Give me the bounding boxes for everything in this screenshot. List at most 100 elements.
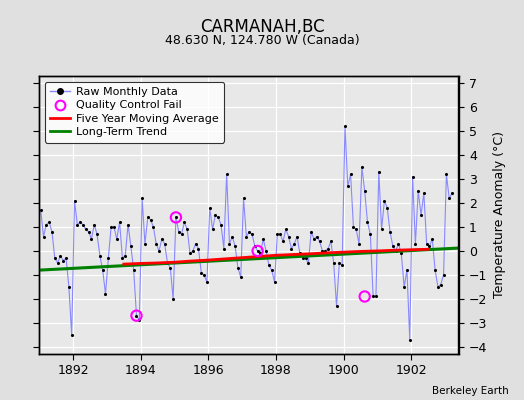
Point [425, 243, 434, 249]
Point [189, 248, 197, 254]
Text: Berkeley Earth: Berkeley Earth [432, 386, 508, 396]
Point [248, 231, 256, 237]
Point [39, 233, 48, 240]
Point [177, 231, 185, 237]
Point [59, 257, 68, 264]
Point [321, 248, 330, 254]
Point [358, 164, 366, 170]
Point [256, 250, 265, 256]
Point [293, 233, 301, 240]
Point [276, 231, 285, 237]
Point [397, 250, 406, 256]
Point [422, 240, 431, 247]
Point [228, 233, 236, 240]
Point [155, 248, 163, 254]
Point [146, 216, 155, 223]
Point [234, 264, 242, 271]
Point [380, 198, 389, 204]
Point [411, 240, 420, 247]
Point [152, 240, 160, 247]
Point [191, 240, 200, 247]
Point [318, 248, 326, 254]
Point [445, 195, 453, 202]
Point [169, 296, 177, 302]
Point [394, 240, 402, 247]
Point [214, 214, 222, 220]
Point [417, 212, 425, 218]
Point [79, 221, 87, 228]
Point [56, 252, 64, 259]
Point [127, 243, 135, 249]
Point [442, 171, 451, 178]
Point [203, 279, 211, 285]
Point [279, 238, 287, 244]
Point [420, 190, 428, 197]
Point [225, 240, 234, 247]
Point [172, 214, 180, 220]
Point [96, 252, 104, 259]
Point [296, 250, 304, 256]
Point [70, 198, 79, 204]
Point [135, 317, 144, 324]
Point [431, 267, 439, 273]
Point [64, 284, 73, 290]
Point [363, 219, 372, 225]
Point [389, 243, 397, 249]
Point [338, 262, 346, 268]
Point [160, 240, 169, 247]
Point [341, 123, 349, 130]
Point [37, 207, 45, 214]
Point [324, 245, 332, 252]
Point [90, 221, 99, 228]
Point [107, 224, 115, 230]
Point [259, 236, 267, 242]
Point [124, 221, 132, 228]
Point [186, 250, 194, 256]
Point [391, 248, 400, 254]
Point [299, 255, 307, 261]
Point [141, 240, 149, 247]
Point [42, 221, 50, 228]
Point [183, 226, 191, 232]
Point [205, 205, 214, 211]
Point [118, 255, 127, 261]
Point [158, 236, 166, 242]
Point [310, 236, 318, 242]
Point [242, 233, 250, 240]
Point [273, 231, 281, 237]
Point [436, 281, 445, 288]
Point [239, 195, 248, 202]
Point [115, 219, 124, 225]
Point [93, 231, 101, 237]
Point [254, 248, 262, 254]
Point [332, 303, 341, 309]
Point [68, 332, 76, 338]
Point [335, 260, 344, 266]
Point [132, 312, 140, 319]
Point [73, 221, 82, 228]
Point [285, 233, 293, 240]
Point [45, 219, 53, 225]
Point [51, 255, 59, 261]
Point [448, 190, 456, 197]
Point [87, 236, 95, 242]
Legend: Raw Monthly Data, Quality Control Fail, Five Year Moving Average, Long-Term Tren: Raw Monthly Data, Quality Control Fail, … [45, 82, 224, 143]
Point [223, 171, 231, 178]
Point [180, 219, 189, 225]
Point [104, 255, 113, 261]
Point [138, 195, 146, 202]
Point [250, 243, 259, 249]
Point [194, 245, 203, 252]
Point [245, 228, 254, 235]
Point [149, 224, 158, 230]
Point [361, 188, 369, 194]
Point [301, 255, 310, 261]
Point [265, 262, 273, 268]
Point [62, 255, 70, 261]
Point [375, 169, 383, 175]
Point [366, 231, 375, 237]
Point [290, 240, 299, 247]
Point [76, 219, 84, 225]
Point [84, 228, 93, 235]
Point [383, 205, 391, 211]
